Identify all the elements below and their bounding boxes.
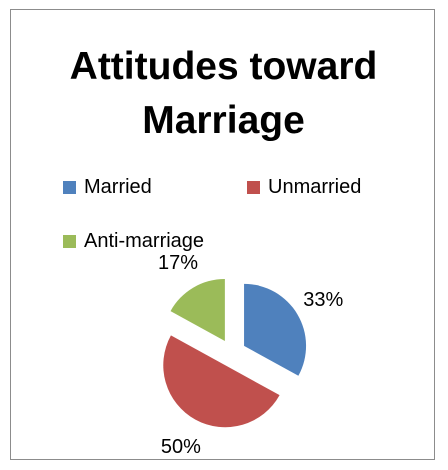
legend-swatch-married bbox=[63, 181, 76, 194]
pie-slices bbox=[163, 278, 307, 428]
pie-labels: 33% 50% 17% bbox=[158, 252, 343, 458]
legend-label-unmarried: Unmarried bbox=[268, 176, 362, 198]
legend-item-unmarried: Unmarried bbox=[247, 176, 361, 199]
pie-slice-married bbox=[244, 283, 307, 376]
pie-label-anti-marriage: 17% bbox=[158, 252, 198, 274]
legend-label-anti-marriage: Anti-marriage bbox=[84, 230, 205, 252]
pie-chart: 33% 50% 17% bbox=[158, 252, 343, 458]
legend-swatch-anti-marriage bbox=[63, 235, 76, 248]
pie-slice-anti-marriage bbox=[170, 278, 225, 341]
legend-swatch-unmarried bbox=[247, 181, 260, 194]
pie-label-unmarried: 50% bbox=[161, 436, 201, 458]
chart-title: Attitudes toward Marriage bbox=[69, 45, 378, 142]
legend-item-married: Married bbox=[63, 176, 152, 199]
legend-label-married: Married bbox=[84, 176, 152, 198]
pie-label-married: 33% bbox=[303, 289, 343, 311]
pie-slice-unmarried bbox=[163, 335, 280, 428]
chart-frame: Attitudes toward Marriage Married Unmarr… bbox=[10, 9, 435, 460]
legend-item-anti-marriage: Anti-marriage bbox=[63, 230, 204, 253]
